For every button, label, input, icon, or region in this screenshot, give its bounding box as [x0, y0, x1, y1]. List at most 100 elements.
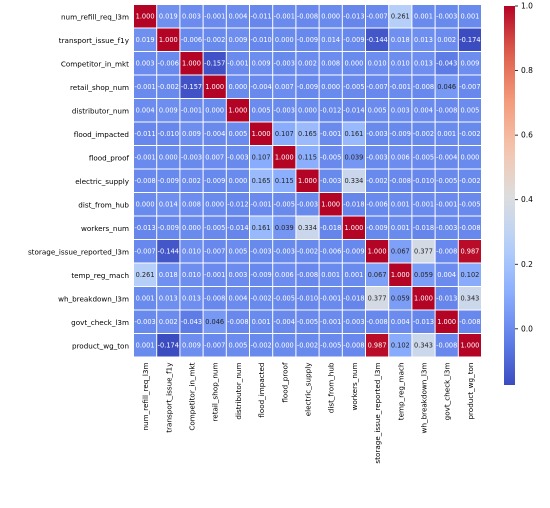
colorbar-gradient [504, 6, 515, 385]
cell-value-label: 0.013 [414, 59, 433, 67]
heatmap-cell [319, 52, 342, 75]
heatmap-cell [226, 334, 249, 357]
heatmap-cell [273, 146, 296, 169]
cell-value-label: -0.018 [413, 224, 434, 232]
x-tick-label: distributor_num [234, 363, 243, 420]
heatmap-cell [226, 28, 249, 51]
heatmap-cell [435, 216, 458, 239]
cell-value-label: 0.004 [228, 12, 247, 20]
cell-value-label: -0.008 [297, 12, 318, 20]
heatmap-cell [458, 287, 481, 310]
cell-value-label: -0.018 [320, 224, 341, 232]
heatmap-cell [134, 99, 157, 122]
cell-value-label: -0.007 [204, 247, 225, 255]
heatmap-cell [203, 287, 226, 310]
cell-value-label: -0.008 [459, 224, 480, 232]
colorbar-tick-label: 1.0 [521, 2, 533, 11]
heatmap-cell [250, 310, 273, 333]
heatmap-cell [366, 75, 389, 98]
cell-value-label: 0.059 [414, 271, 433, 279]
heatmap-cell [134, 122, 157, 145]
cell-value-label: -0.004 [204, 130, 225, 138]
cell-value-label: 0.004 [391, 318, 410, 326]
cell-value-label: 0.005 [228, 130, 247, 138]
cell-value-label: -0.009 [204, 177, 225, 185]
cell-value-label: -0.157 [181, 83, 202, 91]
heatmap-cell [342, 240, 365, 263]
cell-value-label: 0.165 [298, 130, 317, 138]
cell-value-label: -0.003 [366, 130, 387, 138]
cell-value-label: -0.008 [436, 106, 457, 114]
cell-value-label: 0.987 [460, 247, 479, 255]
heatmap-cell [180, 5, 203, 28]
cell-value-label: -0.011 [134, 130, 155, 138]
cell-value-label: 1.000 [228, 106, 247, 114]
cell-value-label: -0.009 [366, 224, 387, 232]
heatmap-cell [389, 28, 412, 51]
cell-value-label: 0.010 [182, 271, 201, 279]
heatmap-cell [203, 263, 226, 286]
cell-value-label: -0.002 [158, 83, 179, 91]
cell-value-label: 0.115 [275, 177, 294, 185]
colorbar-tick-label: 0.2 [521, 260, 533, 269]
cell-value-label: 0.000 [460, 153, 479, 161]
heatmap-cell [296, 146, 319, 169]
cell-value-label: 0.010 [391, 59, 410, 67]
cell-value-label: -0.007 [204, 341, 225, 349]
y-tick-label: govt_check_l3m [71, 318, 129, 327]
x-tick-label: govt_check_l3m [443, 363, 452, 421]
cell-value-label: -0.001 [204, 12, 225, 20]
heatmap-cell [435, 263, 458, 286]
heatmap-cell [319, 99, 342, 122]
cell-value-label: 0.987 [368, 341, 387, 349]
heatmap-cell [226, 216, 249, 239]
cell-value-label: -0.003 [274, 106, 295, 114]
y-tick-label: num_refill_req_l3m [61, 12, 129, 21]
heatmap-cell [458, 310, 481, 333]
cell-value-label: -0.009 [158, 177, 179, 185]
cell-value-label: 0.161 [252, 224, 271, 232]
cell-value-label: -0.005 [320, 153, 341, 161]
cell-value-label: -0.002 [297, 247, 318, 255]
heatmap-cell [134, 216, 157, 239]
heatmap-cell [203, 99, 226, 122]
heatmap-cell [296, 5, 319, 28]
cell-value-label: -0.013 [436, 294, 457, 302]
cell-value-label: 0.009 [460, 59, 479, 67]
heatmap-cell [180, 75, 203, 98]
heatmap-cell [273, 75, 296, 98]
cell-value-label: -0.003 [320, 177, 341, 185]
heatmap-cell [435, 5, 458, 28]
heatmap-cell [273, 193, 296, 216]
heatmap-cell [389, 5, 412, 28]
cell-value-label: -0.003 [274, 247, 295, 255]
heatmap-cell [157, 28, 180, 51]
heatmap-cell [412, 216, 435, 239]
heatmap-cell [342, 310, 365, 333]
heatmap-cell [342, 28, 365, 51]
heatmap-cell [203, 75, 226, 98]
cell-value-label: -0.003 [366, 153, 387, 161]
heatmap-cell [226, 287, 249, 310]
heatmap-cell [296, 28, 319, 51]
x-tick-label: workers_num [350, 363, 359, 411]
y-tick-label: flood_proof [89, 153, 130, 162]
cell-value-label: -0.007 [366, 12, 387, 20]
cell-value-label: -0.006 [158, 59, 179, 67]
cell-value-label: 0.004 [136, 106, 155, 114]
cell-value-label: 0.343 [414, 341, 433, 349]
heatmap-cell [203, 334, 226, 357]
cell-value-label: -0.001 [250, 200, 271, 208]
heatmap-cell [296, 122, 319, 145]
heatmap-cell [342, 5, 365, 28]
cell-value-label: 0.003 [136, 59, 155, 67]
heatmap-cell [250, 334, 273, 357]
heatmap-cell [134, 146, 157, 169]
cell-value-label: -0.001 [413, 200, 434, 208]
cell-value-label: 0.067 [368, 271, 387, 279]
cell-value-label: -0.009 [250, 271, 271, 279]
cell-value-label: 1.000 [368, 247, 387, 255]
cell-value-label: 0.000 [205, 106, 224, 114]
heatmap-cell [458, 193, 481, 216]
heatmap-cell [180, 169, 203, 192]
